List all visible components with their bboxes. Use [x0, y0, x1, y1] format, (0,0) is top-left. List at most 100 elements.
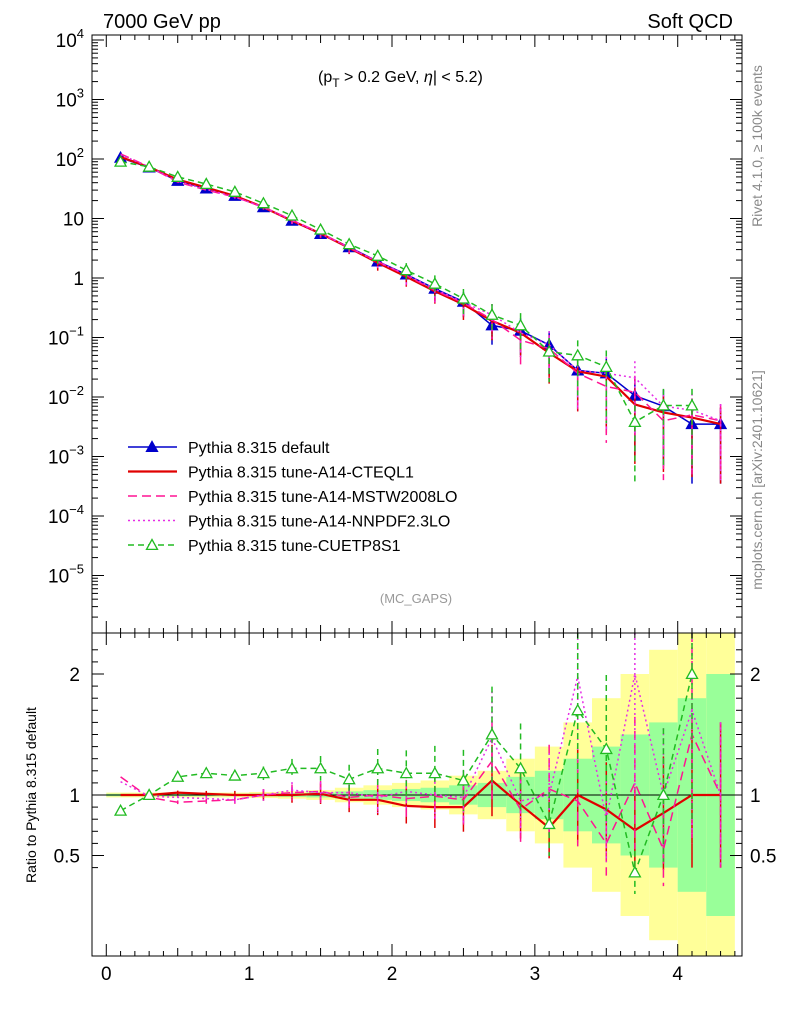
cut-sub: T	[332, 76, 340, 90]
y-tick-base: 10	[56, 31, 77, 52]
ratio-y-label: Ratio to Pythia 8.315 default	[23, 707, 39, 883]
ratio-y-tick-label-right: 2	[750, 665, 761, 686]
cteql1-series-line	[120, 779, 721, 832]
cuetp-point	[256, 196, 271, 209]
x-tick-label: 0	[101, 964, 112, 985]
ratio-y-tick-label-left: 2	[69, 665, 80, 686]
legend-marker-default	[145, 440, 159, 453]
main-x-axis-ticks	[105, 35, 736, 633]
cuetp-point	[171, 770, 185, 782]
y-tick-label: 103	[56, 86, 84, 112]
cuetp-series-line	[120, 160, 692, 424]
main-panel-bg	[92, 35, 742, 633]
y-tick-label: 10−2	[48, 383, 84, 409]
cuetp-point	[656, 398, 671, 411]
y-tick-base: 10	[56, 91, 77, 112]
legend: Pythia 8.315 default Pythia 8.315 tune-A1…	[128, 440, 457, 555]
y-tick-base: 10	[48, 507, 69, 528]
ratio-y-tick-label-left: 1	[69, 786, 80, 807]
cuetp-point	[342, 772, 356, 785]
ratio-x-axis: 0 1 2 3 4	[101, 633, 736, 985]
y-tick-label: 102	[56, 145, 84, 171]
cuetp-point	[542, 817, 556, 830]
y-tick-base: 10	[48, 388, 69, 409]
y-tick-base: 10	[48, 448, 69, 469]
cuetp-point	[313, 761, 328, 774]
x-tick-label: 2	[387, 964, 398, 985]
cuetp-point	[199, 766, 213, 779]
cuetp-point	[142, 788, 156, 801]
nnpdf-series-line	[120, 673, 722, 820]
cuetp-point	[513, 761, 528, 774]
main-series-group	[113, 150, 728, 484]
legend-label-cteql1: Pythia 8.315 tune-A14-CTEQL1	[188, 465, 414, 482]
header-left: 7000 GeV pp	[103, 11, 221, 33]
cuetp-point	[685, 667, 699, 680]
cuetp-point	[599, 742, 613, 755]
cuetp-point	[256, 766, 271, 779]
cuetp-point	[428, 276, 442, 289]
y-tick-exponent: −2	[69, 383, 84, 398]
cuetp-point	[542, 344, 556, 357]
y-tick-exponent: −5	[69, 562, 84, 577]
y-tick-exponent: 4	[77, 26, 84, 41]
legend-label-default: Pythia 8.315 default	[188, 440, 330, 457]
mstw-series-line	[120, 153, 721, 422]
cuetp-point	[228, 768, 242, 781]
cut-suffix: | < 5.2)	[433, 69, 483, 86]
cuetp-point	[656, 788, 671, 801]
cuetp-point	[228, 185, 242, 197]
cuetp-point	[142, 159, 156, 172]
y-tick-exponent: −3	[69, 443, 84, 458]
ratio-y-tick-label-right: 1	[750, 786, 761, 807]
cuetp-point	[513, 318, 528, 331]
cuetp-point	[113, 803, 128, 816]
legend-label-cuetp: Pythia 8.315 tune-CUETP8S1	[188, 538, 401, 555]
cuetp-point	[342, 237, 356, 250]
cuetp-point	[456, 291, 471, 304]
cuetp-point	[399, 766, 413, 779]
cuetp-point	[571, 348, 585, 361]
cuetp-point	[428, 766, 442, 779]
y-tick-label: 10	[63, 210, 84, 231]
y-tick-exponent: −4	[69, 502, 84, 517]
y-tick-label: 10−5	[48, 562, 84, 588]
legend-label-mstw: Pythia 8.315 tune-A14-MSTW2008LO	[188, 489, 457, 506]
y-tick-exponent: −1	[69, 324, 84, 339]
cuetp-point	[371, 249, 385, 261]
cteql1-series-line	[120, 155, 721, 426]
watermark: (MC_GAPS)	[380, 591, 452, 606]
y-tick-exponent: 3	[77, 86, 84, 101]
header-right: Soft QCD	[647, 11, 733, 33]
cuetp-point	[171, 170, 185, 182]
cuetp-point	[485, 308, 499, 320]
cuetp-point	[599, 360, 613, 372]
cuetp-point	[371, 761, 385, 774]
cuetp-point	[456, 773, 471, 786]
y-tick-base: 10	[48, 329, 69, 350]
rivet-label: Rivet 4.1.0, ≥ 100k events	[749, 65, 765, 227]
cut-prefix: (p	[318, 69, 332, 86]
cuetp-point	[113, 154, 128, 167]
cuetp-point	[685, 398, 699, 411]
nnpdf-series-line	[120, 154, 721, 422]
ratio-y-tick-label-left: 0.5	[54, 847, 80, 868]
y-tick-base: 1	[73, 269, 84, 290]
y-tick-base: 10	[48, 567, 69, 588]
cut-eta: η	[424, 69, 433, 86]
y-tick-exponent: 2	[77, 145, 84, 160]
ratio-series-group	[113, 633, 722, 895]
cuetp-point	[399, 263, 413, 276]
cuetp-point	[571, 703, 585, 716]
cuetp-point	[628, 415, 642, 428]
mcplots-label: mcplots.cern.ch [arXiv:2401.10621]	[749, 370, 765, 589]
cuetp-point	[628, 865, 642, 878]
cuetp-point	[285, 208, 299, 221]
y-tick-base: 10	[63, 210, 84, 231]
y-tick-label: 10−3	[48, 443, 84, 469]
x-tick-label: 4	[672, 964, 683, 985]
cut-annotation: (pT > 0.2 GeV, η| < 5.2)	[318, 69, 483, 90]
y-tick-label: 10−4	[48, 502, 84, 528]
